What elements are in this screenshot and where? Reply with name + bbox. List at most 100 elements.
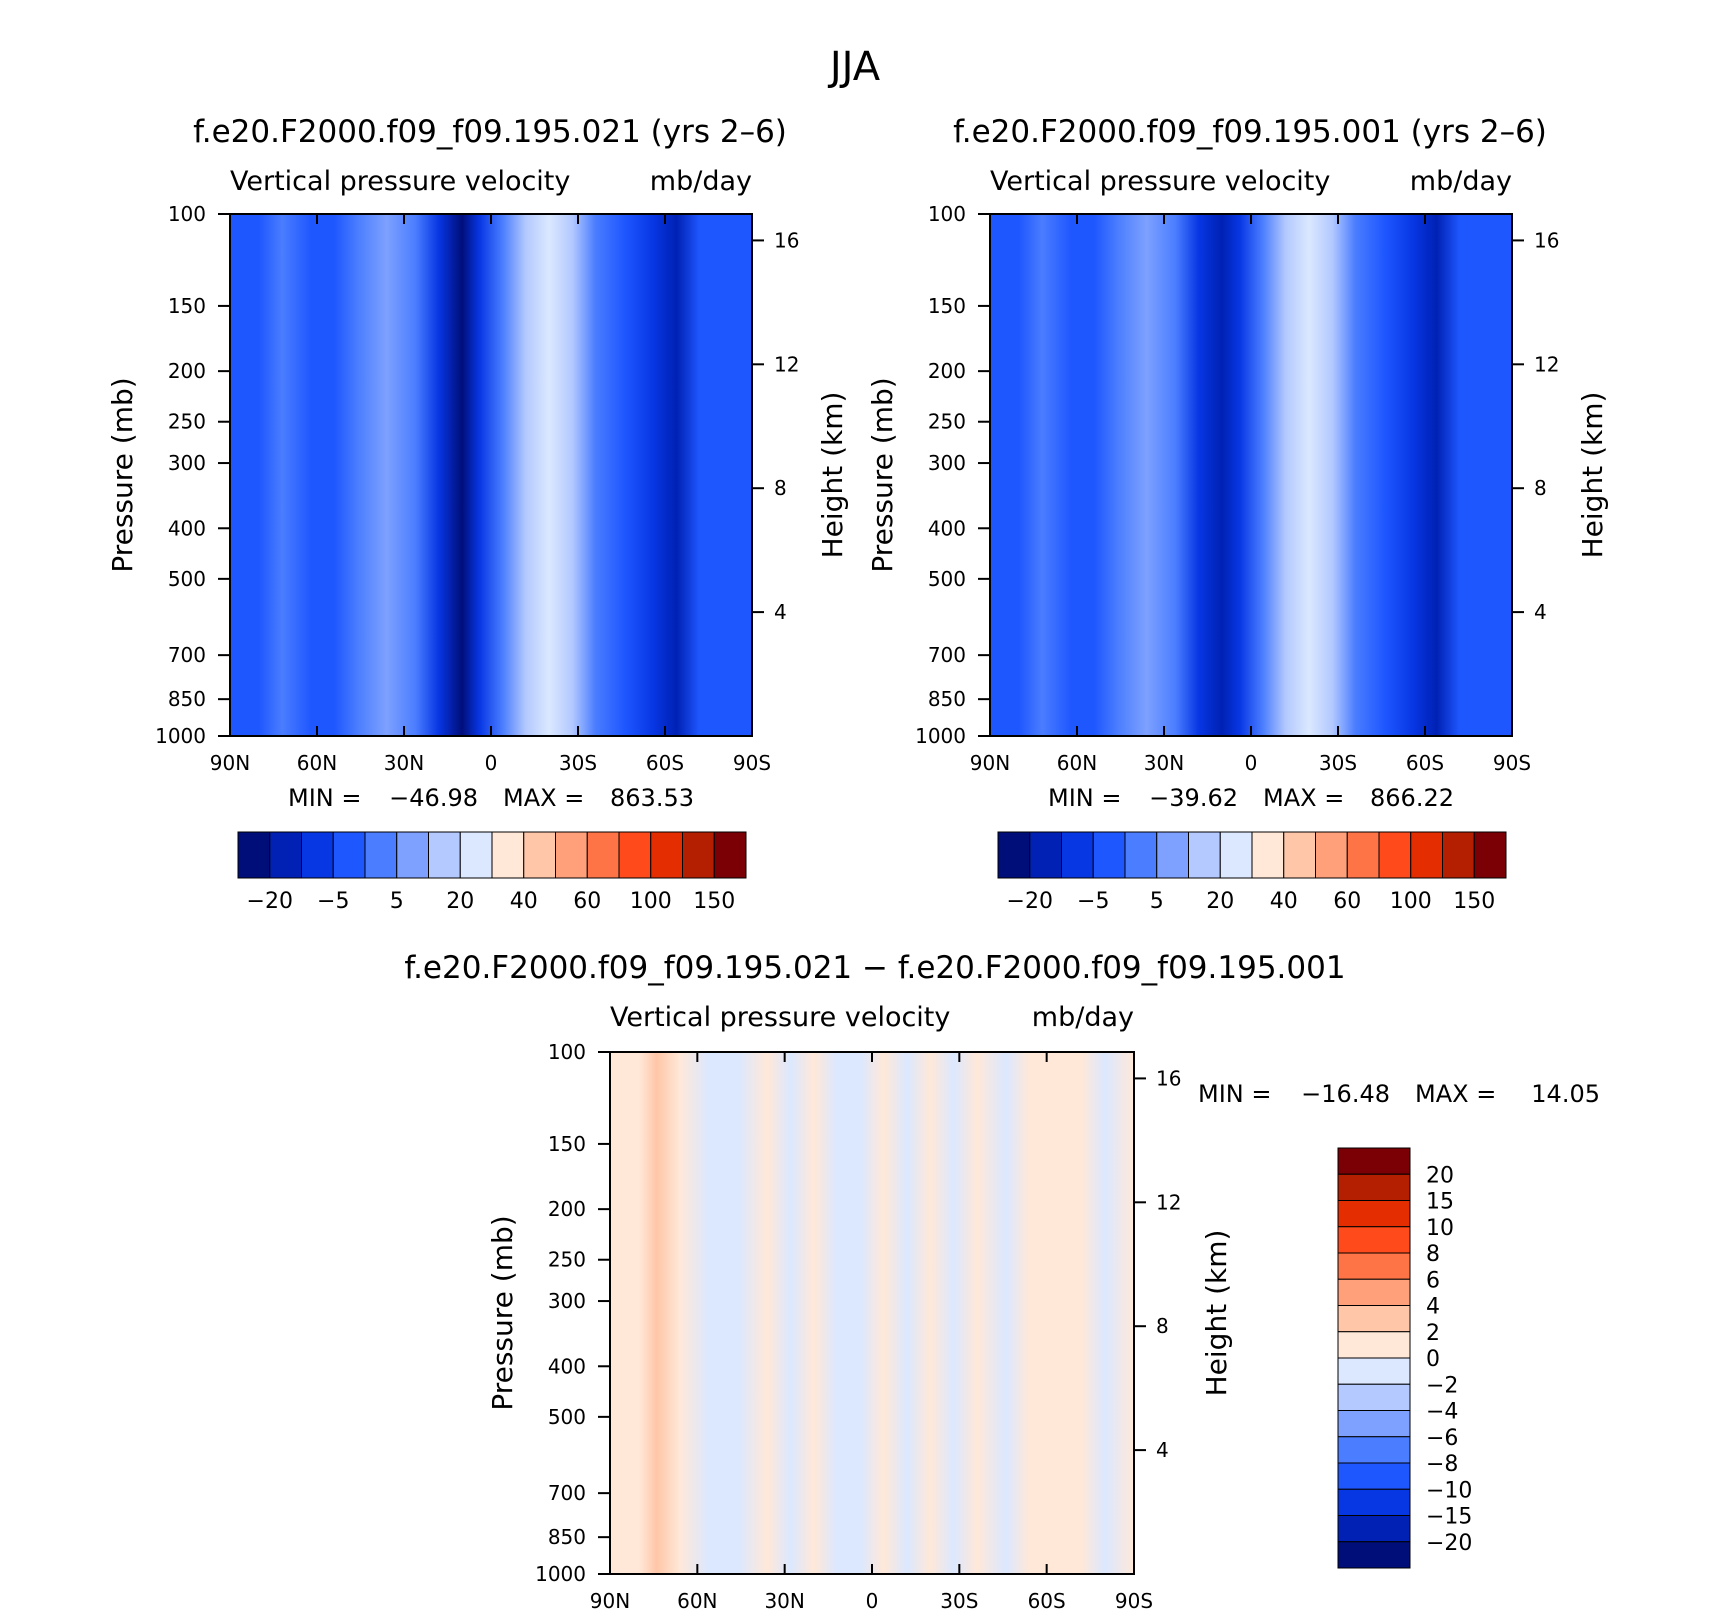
colorbar-box (586, 831, 620, 879)
max-value: 863.53 (610, 784, 694, 812)
y-tick-label: 400 (168, 516, 206, 540)
y-axis-label: Pressure (mb) (106, 377, 139, 572)
panel-difference: f.e20.F2000.f09_f09.195.021 − f.e20.F200… (404, 950, 1600, 1613)
colorbar-box (997, 831, 1031, 879)
colorbar-label: −20 (247, 889, 293, 914)
colorbar-label: 5 (390, 889, 404, 914)
colorbar-label: 40 (1270, 889, 1298, 914)
colorbar-box (1337, 1147, 1411, 1175)
panel-units: mb/day (650, 166, 752, 197)
panel-title: f.e20.F2000.f09_f09.195.021 (yrs 2–6) (193, 114, 787, 150)
y-tick-label: 850 (548, 1525, 586, 1549)
colorbar-box (1337, 1488, 1411, 1516)
y-tick-label: 100 (548, 1040, 586, 1064)
x-tick-label: 60N (297, 751, 337, 775)
y-tick-label: 700 (548, 1481, 586, 1505)
colorbar-box (428, 831, 461, 879)
y-tick-label: 500 (928, 567, 966, 591)
y2-tick-label: 4 (1156, 1438, 1169, 1462)
figure-title: JJA (827, 44, 881, 90)
colorbar-label: 0 (1426, 1347, 1440, 1372)
y2-tick-label: 4 (774, 600, 787, 624)
colorbar-box (1337, 1305, 1411, 1333)
max-label: MAX = (1263, 784, 1344, 812)
colorbar-label: −20 (1007, 889, 1053, 914)
colorbar-label: 60 (1333, 889, 1361, 914)
min-value: −46.98 (389, 784, 478, 812)
colorbar-label: −20 (1426, 1531, 1472, 1556)
y-axis-label: Pressure (mb) (866, 377, 899, 572)
colorbar-box (1092, 831, 1126, 879)
y-axis-label: Pressure (mb) (486, 1215, 519, 1410)
colorbar-box (1219, 831, 1253, 879)
x-tick-label: 60S (1028, 1589, 1066, 1613)
max-label: MAX = (1415, 1080, 1496, 1108)
y2-tick-label: 8 (774, 476, 787, 500)
y2-tick-label: 16 (1156, 1066, 1181, 1090)
colorbar-box (1337, 1226, 1411, 1254)
colorbar-label: 100 (1390, 889, 1432, 914)
y-tick-label: 250 (168, 410, 206, 434)
colorbar-box (650, 831, 683, 879)
colorbar-box (1188, 831, 1221, 879)
colorbar-label: −5 (317, 889, 349, 914)
colorbar-label: −10 (1426, 1478, 1472, 1503)
x-tick-label: 90N (210, 751, 250, 775)
y-axis-ticks: 100 150 200 250 300 400 500 700 850 1000 (155, 202, 230, 748)
y2-axis-ticks: 16 12 8 4 (1512, 228, 1559, 624)
panel-subtitle: Vertical pressure velocity (230, 166, 570, 197)
panel-title: f.e20.F2000.f09_f09.195.021 − f.e20.F200… (404, 950, 1345, 986)
y-tick-label: 300 (548, 1289, 586, 1313)
y-tick-label: 150 (168, 294, 206, 318)
x-axis-ticks: 90N 60N 30N 0 30S 60S 90S (590, 1052, 1153, 1613)
panel-units: mb/day (1032, 1002, 1134, 1033)
y-tick-label: 1000 (915, 724, 966, 748)
panel-title: f.e20.F2000.f09_f09.195.001 (yrs 2–6) (953, 114, 1547, 150)
y2-tick-label: 8 (1534, 476, 1547, 500)
colorbar-box (1337, 1331, 1411, 1359)
y-tick-label: 250 (928, 410, 966, 434)
colorbar-box (301, 831, 334, 879)
y-tick-label: 300 (168, 451, 206, 475)
min-label: MIN = (1198, 1080, 1271, 1108)
y-tick-label: 150 (928, 294, 966, 318)
y2-axis-label: Height (km) (1576, 392, 1609, 559)
colorbar-label: 8 (1426, 1242, 1440, 1267)
colorbar-box (1337, 1410, 1411, 1438)
panel-model-021: f.e20.F2000.f09_f09.195.021 (yrs 2–6) Ve… (106, 114, 849, 914)
contour-field (989, 213, 1513, 737)
y-tick-label: 200 (548, 1197, 586, 1221)
x-tick-label: 90N (590, 1589, 630, 1613)
colorbar-label: −6 (1426, 1426, 1458, 1451)
y-tick-label: 400 (928, 516, 966, 540)
colorbar-label: 20 (446, 889, 474, 914)
colorbar-box (1346, 831, 1380, 879)
colorbar-label: 5 (1150, 889, 1164, 914)
x-tick-label: 30S (940, 1589, 978, 1613)
y2-axis-label: Height (km) (1200, 1230, 1233, 1397)
max-label: MAX = (503, 784, 584, 812)
colorbar-box (523, 831, 556, 879)
y-tick-label: 1000 (535, 1562, 586, 1586)
y2-tick-label: 16 (774, 228, 799, 252)
max-value: 14.05 (1531, 1080, 1600, 1108)
contour-field (609, 1051, 1135, 1575)
colorbar-box (1410, 831, 1443, 879)
colorbar-box (618, 831, 652, 879)
y-tick-label: 150 (548, 1132, 586, 1156)
min-value: −16.48 (1301, 1080, 1390, 1108)
colorbar-box (1337, 1541, 1411, 1569)
y-tick-label: 850 (168, 687, 206, 711)
y-tick-label: 300 (928, 451, 966, 475)
colorbar: −20 −5 5 20 40 60 100 150 (237, 831, 747, 914)
x-tick-label: 60N (1057, 751, 1097, 775)
x-axis-ticks: 90N 60N 30N 0 30S 60S 90S (970, 214, 1531, 775)
y2-axis-ticks: 16 12 8 4 (1134, 1066, 1181, 1462)
colorbar-box (237, 831, 271, 879)
contour-field (229, 213, 753, 737)
y-tick-label: 250 (548, 1248, 586, 1272)
panel-units: mb/day (1410, 166, 1512, 197)
panel-subtitle: Vertical pressure velocity (990, 166, 1330, 197)
x-tick-label: 60S (646, 751, 684, 775)
